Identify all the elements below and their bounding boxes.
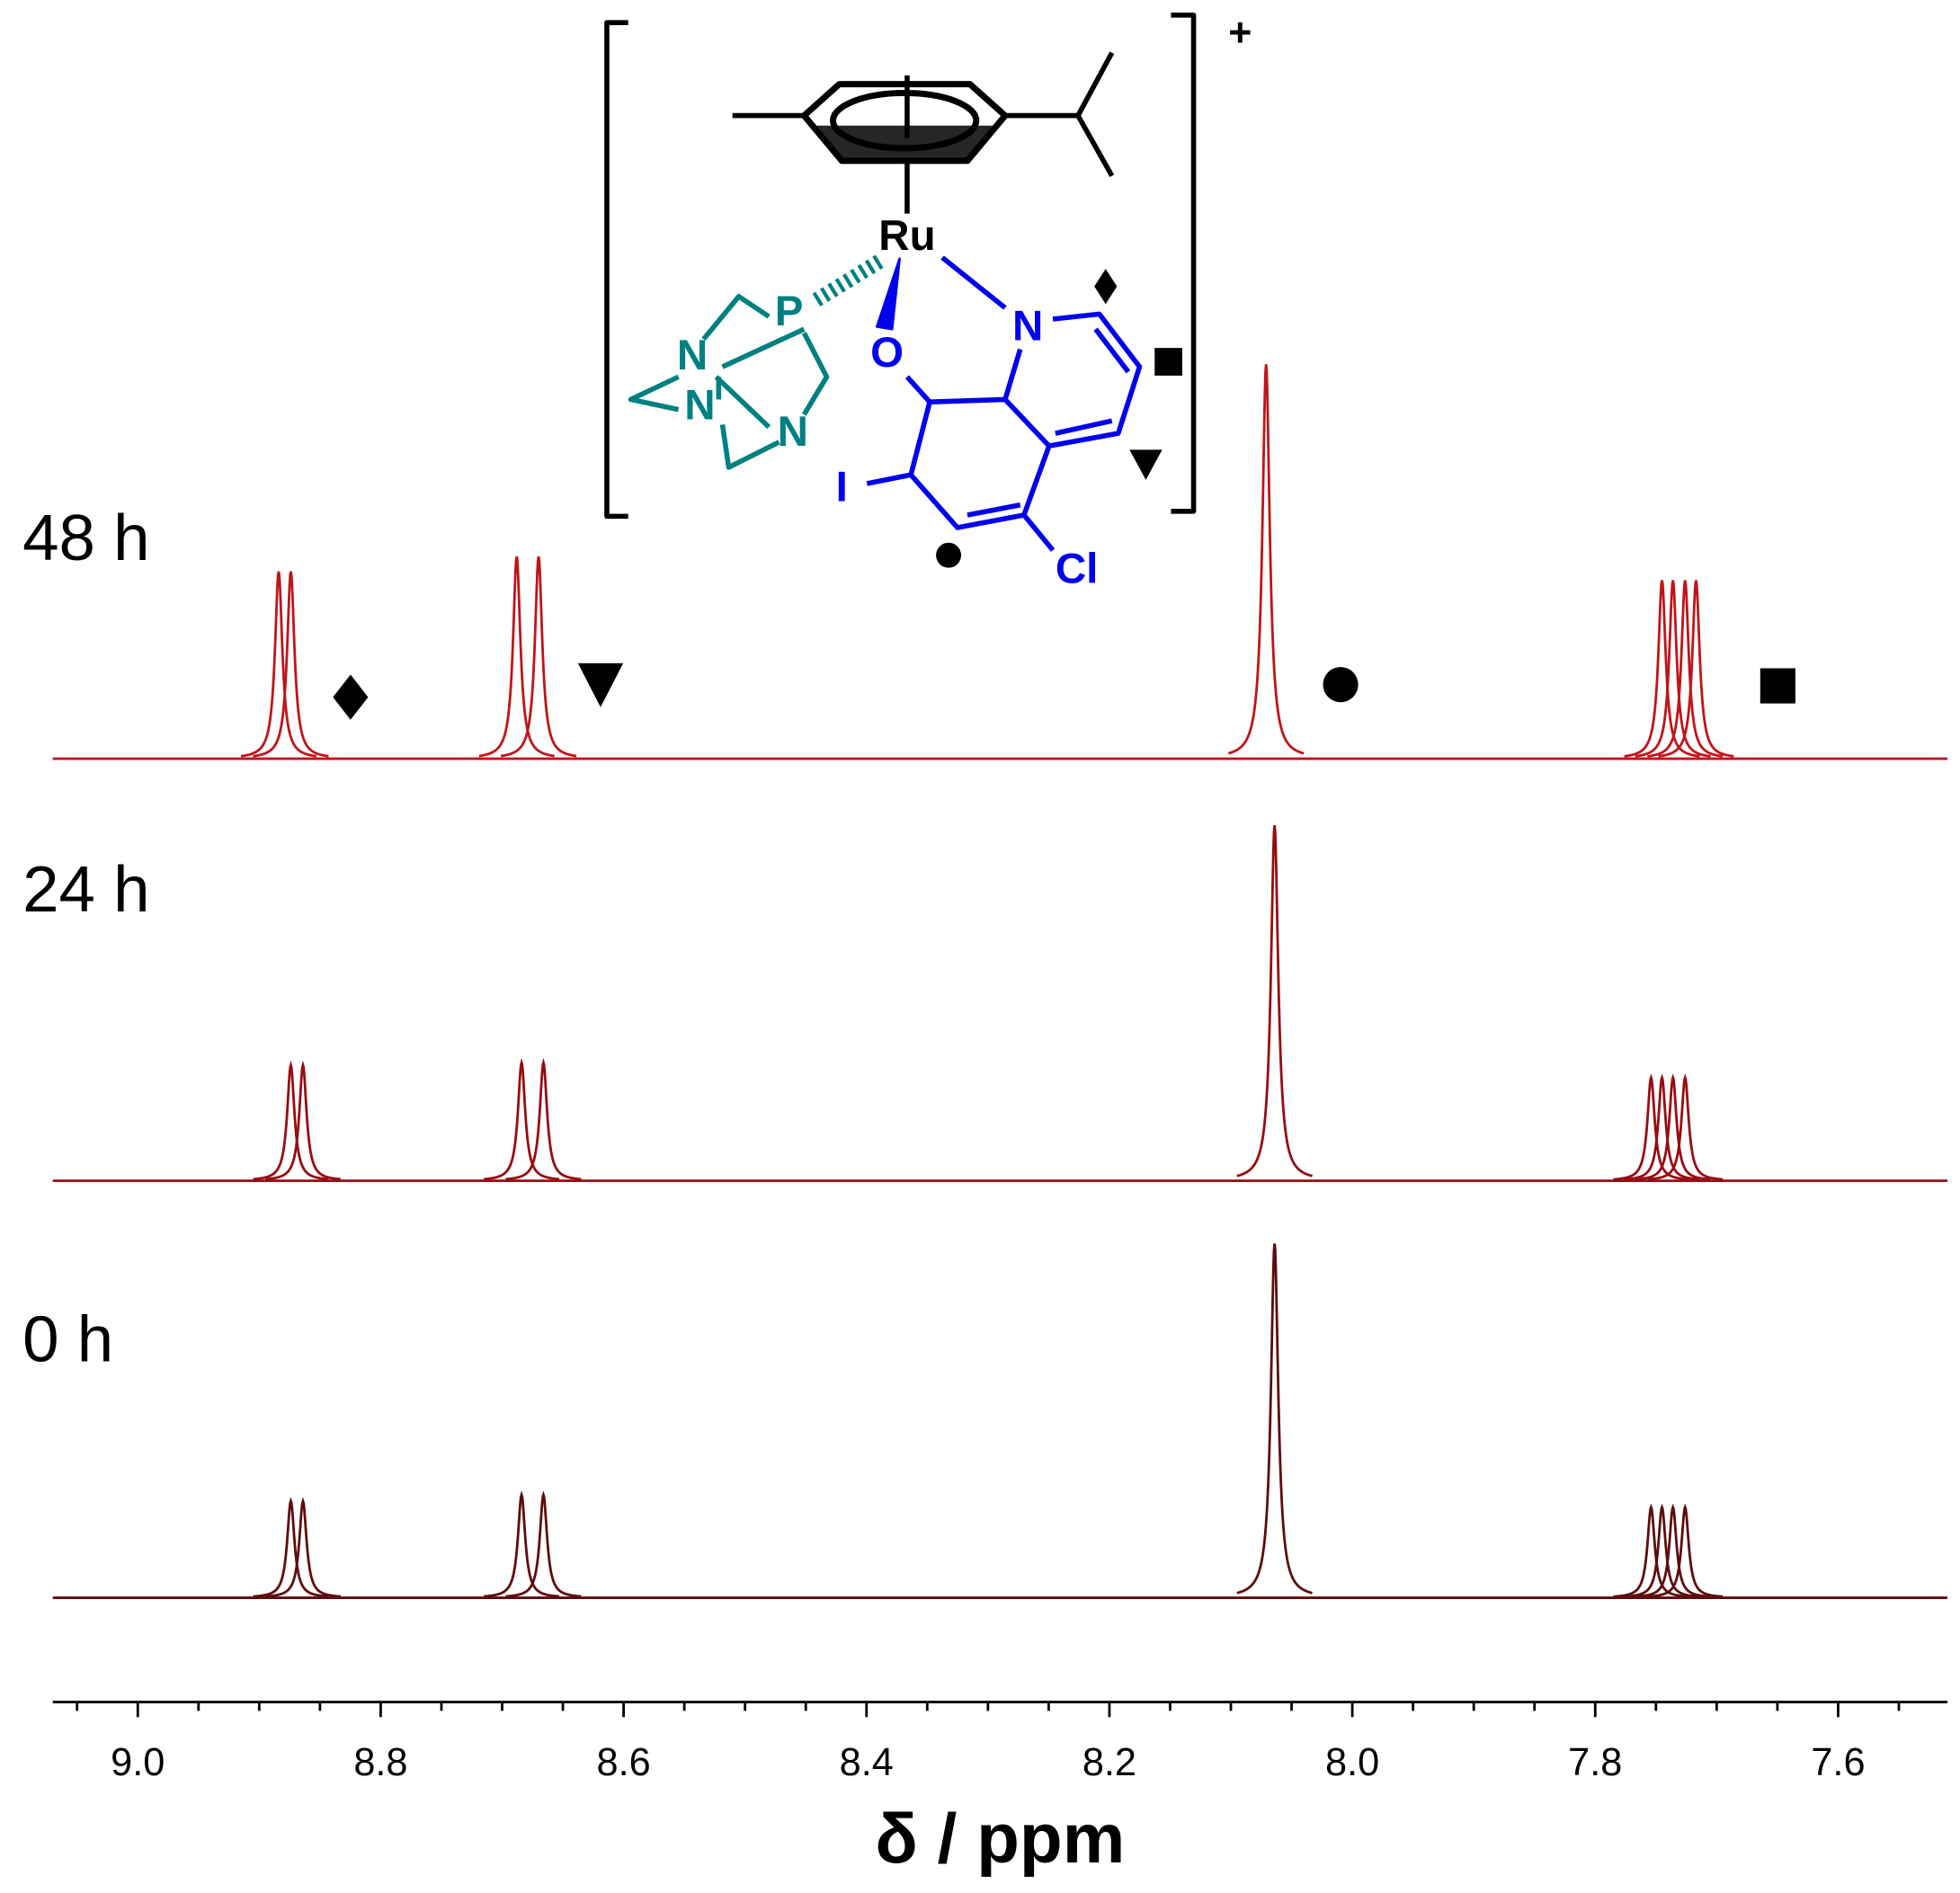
atom: Ru [878, 212, 935, 260]
peak [1624, 580, 1700, 758]
cage-bonds [628, 294, 830, 470]
wedge-bond [876, 257, 901, 331]
peak [478, 555, 555, 758]
peak [1624, 1503, 1700, 1598]
atom: I [836, 464, 848, 511]
peak [1635, 580, 1711, 758]
peak [1647, 580, 1724, 758]
marker-circle [936, 542, 962, 568]
peak [1624, 1073, 1700, 1181]
x-tick-label: 9.0 [111, 1741, 165, 1784]
peak-markers [333, 662, 1795, 720]
peak [1236, 825, 1313, 1178]
x-tick-label: 7.6 [1811, 1741, 1865, 1784]
peak [484, 1057, 560, 1181]
peak [484, 1490, 560, 1598]
peak [240, 571, 317, 758]
bracket [1171, 13, 1197, 514]
x-tick-label: 8.2 [1082, 1741, 1136, 1784]
peak [1647, 1073, 1724, 1181]
series-label: 24 h [22, 853, 149, 926]
peak [1635, 1503, 1711, 1598]
peak [1236, 1243, 1313, 1595]
atom: P [775, 288, 804, 335]
peak [264, 1060, 341, 1181]
x-tick-label: 8.8 [353, 1741, 407, 1784]
x-tick-label: 7.8 [1568, 1741, 1622, 1784]
atom: N [1012, 303, 1043, 351]
ligand-bonds [866, 255, 1143, 552]
bonds [732, 51, 1115, 214]
peak [253, 571, 329, 758]
charge: + [1228, 11, 1252, 55]
arene-front [816, 125, 993, 161]
peak [505, 1057, 582, 1181]
peak [505, 1490, 582, 1598]
bracket [604, 20, 628, 520]
marker-diamond [333, 674, 369, 720]
atom: O [870, 329, 904, 377]
x-axis-title: δ / ppm [875, 1799, 1125, 1878]
marker-diamond [1094, 269, 1118, 305]
x-tick-label: 8.6 [596, 1741, 650, 1784]
marker-square [1154, 348, 1182, 376]
marker-circle [1323, 667, 1359, 703]
peak [264, 1497, 341, 1598]
peak [1613, 1073, 1689, 1181]
structure: + Ru P N N N O N I Cl [604, 11, 1252, 592]
atom: N [684, 382, 715, 430]
x-tick-label: 8.4 [840, 1741, 894, 1784]
atom: Cl [1056, 545, 1099, 592]
marker-triangle [577, 662, 624, 707]
atom: N [677, 332, 708, 379]
hashed-bond [810, 254, 884, 308]
peak [500, 555, 577, 758]
peak [253, 1497, 329, 1598]
atom: N [778, 408, 808, 456]
series-label: 0 h [22, 1302, 113, 1375]
series-label: 48 h [22, 502, 149, 574]
peak [1647, 1503, 1724, 1598]
x-tick-label: 8.0 [1325, 1741, 1379, 1784]
peak [1613, 1503, 1689, 1598]
marker-triangle [1129, 449, 1163, 480]
peak [253, 1060, 329, 1181]
peak [1635, 1073, 1711, 1181]
marker-square [1760, 668, 1795, 704]
peak [1658, 580, 1734, 758]
peak [1227, 364, 1305, 755]
